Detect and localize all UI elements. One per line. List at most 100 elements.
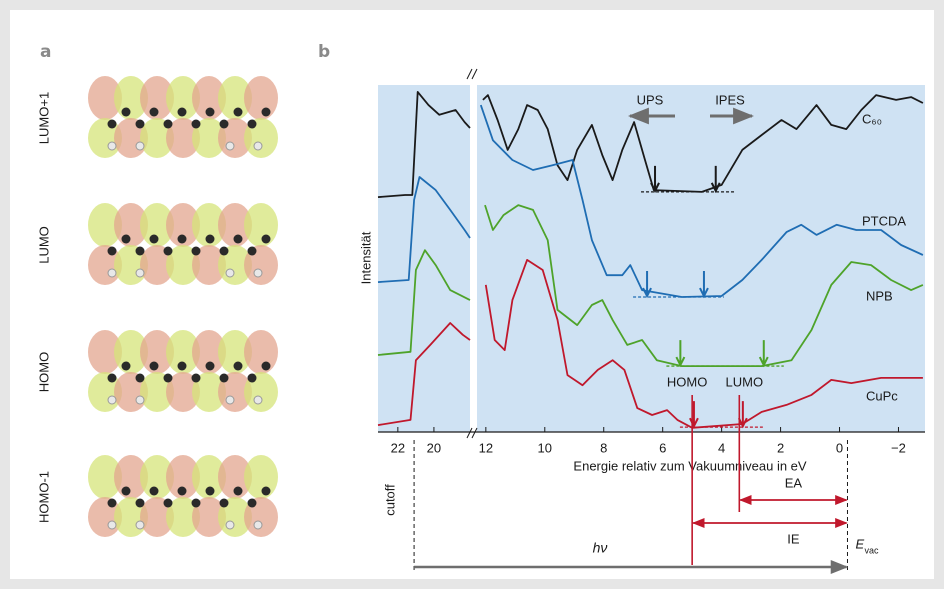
atom <box>136 396 144 404</box>
atom <box>122 362 131 371</box>
atom <box>254 142 262 150</box>
y-axis-label: Intensität <box>358 231 373 284</box>
x-tick-label: 10 <box>538 440 552 455</box>
annotation: vac <box>864 545 879 555</box>
annotation: hν <box>593 540 608 556</box>
atom <box>108 374 117 383</box>
atom <box>108 521 116 529</box>
x-tick-label: 4 <box>718 440 725 455</box>
atom <box>234 235 243 244</box>
atom <box>150 487 159 496</box>
annotation: LUMO <box>726 374 764 389</box>
x-tick-label: 6 <box>659 440 666 455</box>
annotation: IE <box>787 531 800 546</box>
orbital-lobe <box>244 330 278 374</box>
atom <box>262 235 271 244</box>
atom <box>150 362 159 371</box>
x-tick-label: 12 <box>479 440 493 455</box>
atom <box>178 487 187 496</box>
annotation: IPES <box>715 92 745 107</box>
page: {"panel_a":{"label":"a","orbitals":["LUM… <box>0 0 944 589</box>
atom <box>164 374 173 383</box>
atom <box>206 235 215 244</box>
x-tick-label: 2 <box>777 440 784 455</box>
atom <box>226 142 234 150</box>
series-label: PTCDA <box>862 213 906 228</box>
atom <box>220 499 229 508</box>
atom <box>192 499 201 508</box>
atom <box>178 108 187 117</box>
atom <box>192 247 201 256</box>
atom <box>254 521 262 529</box>
atom <box>136 499 145 508</box>
atom <box>234 108 243 117</box>
atom <box>220 247 229 256</box>
atom <box>254 396 262 404</box>
x-tick-label: 22 <box>391 440 405 455</box>
x-tick-label: −2 <box>891 440 906 455</box>
atom <box>220 120 229 129</box>
annotation: EA <box>785 475 803 490</box>
x-tick-label: 0 <box>836 440 843 455</box>
orbital-label: LUMO+1 <box>36 92 51 144</box>
annotation: HOMO <box>667 374 707 389</box>
orbital-label: LUMO <box>36 226 51 264</box>
atom <box>192 120 201 129</box>
plot-background <box>378 85 925 432</box>
atom <box>108 396 116 404</box>
atom <box>108 120 117 129</box>
atom <box>164 120 173 129</box>
axis-break-gap <box>470 81 477 436</box>
atom <box>226 521 234 529</box>
atom <box>248 247 257 256</box>
atom <box>136 120 145 129</box>
atom <box>136 142 144 150</box>
atom <box>254 269 262 277</box>
x-tick-label: 8 <box>600 440 607 455</box>
atom <box>150 108 159 117</box>
atom <box>206 108 215 117</box>
series-label: CuPc <box>866 388 898 403</box>
atom <box>108 247 117 256</box>
atom <box>136 521 144 529</box>
atom <box>262 487 271 496</box>
orbital-label: HOMO-1 <box>36 471 51 523</box>
atom <box>206 487 215 496</box>
atom <box>136 247 145 256</box>
annotation: UPS <box>637 92 664 107</box>
x-axis-label: Energie relativ zum Vakuumniveau in eV <box>573 458 806 473</box>
atom <box>220 374 229 383</box>
atom <box>108 269 116 277</box>
atom <box>150 235 159 244</box>
atom <box>262 362 271 371</box>
figure: a b LUMO+1LUMOHOMOHOMO-1 2220121086420−2… <box>0 0 944 589</box>
atom <box>234 362 243 371</box>
atom <box>178 362 187 371</box>
atom <box>206 362 215 371</box>
panel-label: a <box>40 42 51 62</box>
atom <box>136 269 144 277</box>
atom <box>226 396 234 404</box>
orbital-lobe <box>244 203 278 247</box>
orbital-label: HOMO <box>36 352 51 392</box>
atom <box>226 269 234 277</box>
atom <box>122 235 131 244</box>
series-label: C₆₀ <box>862 111 882 126</box>
atom <box>248 374 257 383</box>
atom <box>248 120 257 129</box>
atom <box>108 499 117 508</box>
atom <box>164 247 173 256</box>
atom <box>178 235 187 244</box>
atom <box>248 499 257 508</box>
orbital-lobe <box>244 455 278 499</box>
atom <box>234 487 243 496</box>
series-label: NPB <box>866 288 893 303</box>
orbital-lobe <box>244 76 278 120</box>
panel-label: b <box>318 42 330 62</box>
annotation: E <box>855 536 864 551</box>
atom <box>122 108 131 117</box>
atom <box>192 374 201 383</box>
atom <box>164 499 173 508</box>
annotation: cutoff <box>382 484 397 516</box>
atom <box>136 374 145 383</box>
